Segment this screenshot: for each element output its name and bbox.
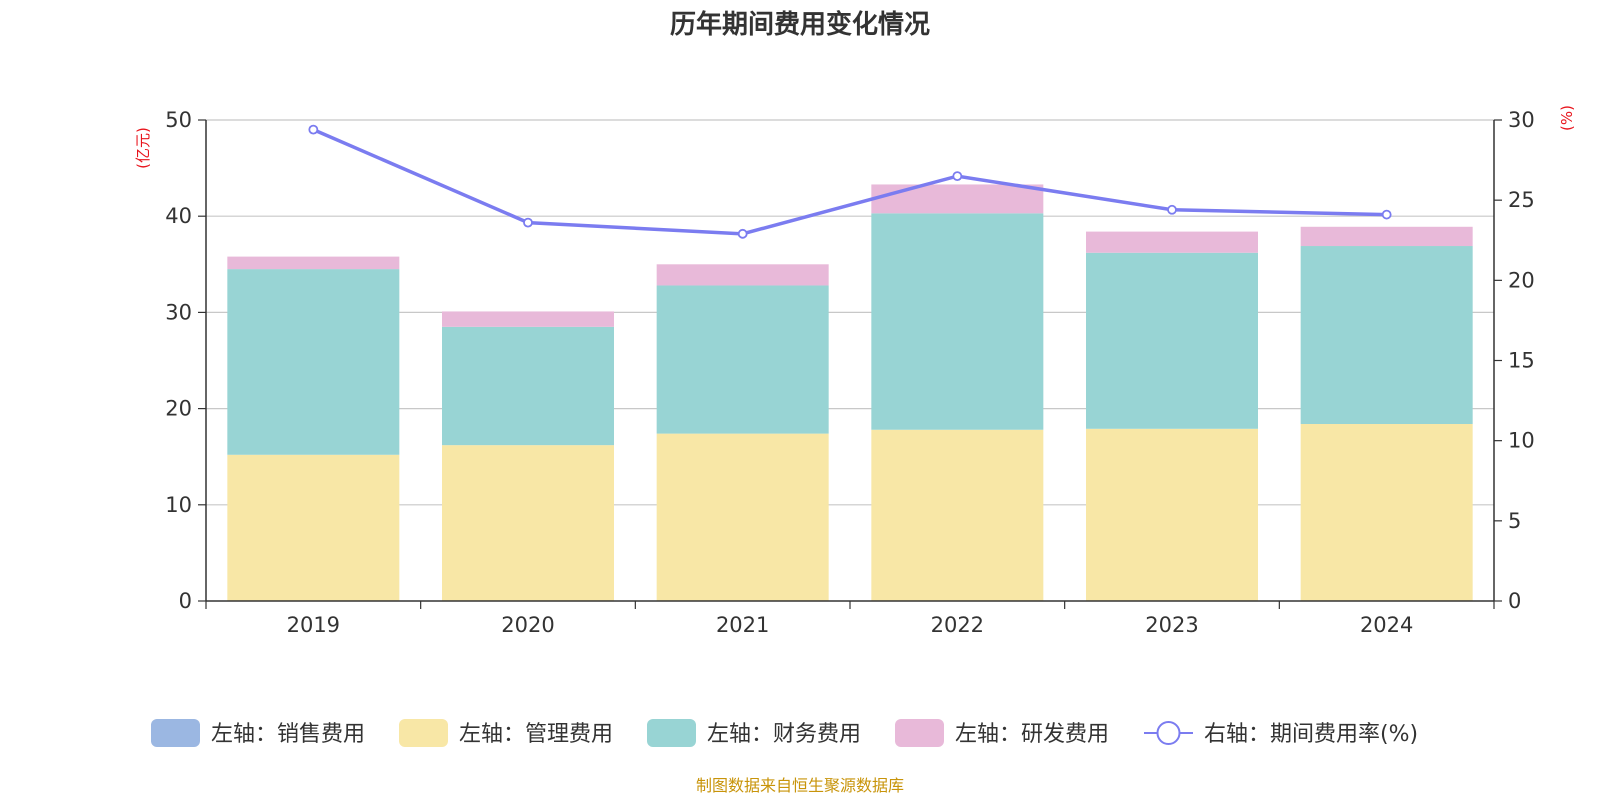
bar-segment: [442, 326, 614, 446]
legend-label: 左轴：管理费用: [459, 722, 613, 747]
bar-segment: [1086, 231, 1258, 253]
bar-segment: [1300, 423, 1473, 601]
bar-segment: [656, 264, 829, 286]
grid: [206, 119, 1494, 506]
legend-swatch: [895, 719, 944, 747]
bar-segment: [1086, 252, 1258, 429]
left-tick-label: 0: [179, 589, 192, 613]
left-tick-label: 30: [165, 300, 192, 324]
bar-segment: [1300, 246, 1473, 424]
bar-segment: [1300, 226, 1473, 247]
right-tick-label: 30: [1508, 108, 1535, 132]
source-note: 制图数据来自恒生聚源数据库: [696, 776, 904, 795]
bars: [227, 184, 1473, 601]
legend-swatch: [647, 719, 696, 747]
legend-label: 左轴：财务费用: [707, 722, 861, 747]
legend-label: 右轴：期间费用率(%): [1204, 722, 1418, 747]
left-axis-unit: (亿元): [134, 127, 152, 169]
right-tick-label: 10: [1508, 429, 1535, 453]
right-tick-label: 25: [1508, 188, 1535, 212]
rate-line: [308, 124, 1392, 239]
left-tick-label: 10: [165, 493, 192, 517]
rate-line-path: [312, 128, 1387, 236]
rate-point: [1167, 204, 1177, 215]
rate-point: [523, 217, 533, 228]
bar-segment: [227, 454, 400, 601]
axes: 0 10 20 30 40 50 0 5 10 15 20 25 30 2019 2020 2021 2022 2…: [165, 108, 1534, 637]
bar-segment: [227, 256, 400, 270]
x-tick-label: 2020: [501, 613, 554, 637]
legend-swatch: [151, 719, 200, 747]
right-axis-unit: (%): [1558, 105, 1576, 131]
right-tick-label: 15: [1508, 349, 1535, 373]
bar-segment: [871, 429, 1044, 601]
x-tick-label: 2023: [1145, 613, 1198, 637]
legend-label: 左轴：销售费用: [211, 722, 365, 747]
rate-point: [737, 228, 748, 239]
legend-marker: [1156, 721, 1181, 745]
rate-point: [1381, 209, 1392, 220]
bar-segment: [442, 445, 614, 601]
bar-segment: [656, 285, 829, 434]
right-tick-label: 0: [1508, 589, 1521, 613]
chart-title: 历年期间费用变化情况: [670, 9, 930, 40]
left-tick-label: 50: [165, 108, 192, 132]
x-tick-label: 2022: [931, 613, 984, 637]
rate-point: [952, 171, 963, 182]
bar-segment: [656, 433, 829, 601]
right-tick-label: 5: [1508, 509, 1521, 533]
x-tick-label: 2019: [287, 613, 340, 637]
bar-segment: [442, 311, 614, 327]
left-tick-label: 40: [165, 204, 192, 228]
legend-swatch: [399, 719, 448, 747]
bar-segment: [1086, 428, 1258, 601]
x-tick-label: 2024: [1360, 613, 1413, 637]
bar-segment: [227, 269, 400, 455]
bar-segment: [871, 184, 1044, 214]
rate-point: [308, 124, 319, 135]
legend: 左轴：销售费用 左轴：管理费用 左轴：财务费用 左轴：研发费用 右轴：期间费用率(%): [151, 719, 1418, 747]
x-tick-label: 2021: [716, 613, 769, 637]
left-tick-label: 20: [165, 397, 192, 421]
right-tick-label: 20: [1508, 268, 1535, 292]
bar-segment: [871, 213, 1044, 430]
legend-label: 左轴：研发费用: [955, 722, 1109, 747]
